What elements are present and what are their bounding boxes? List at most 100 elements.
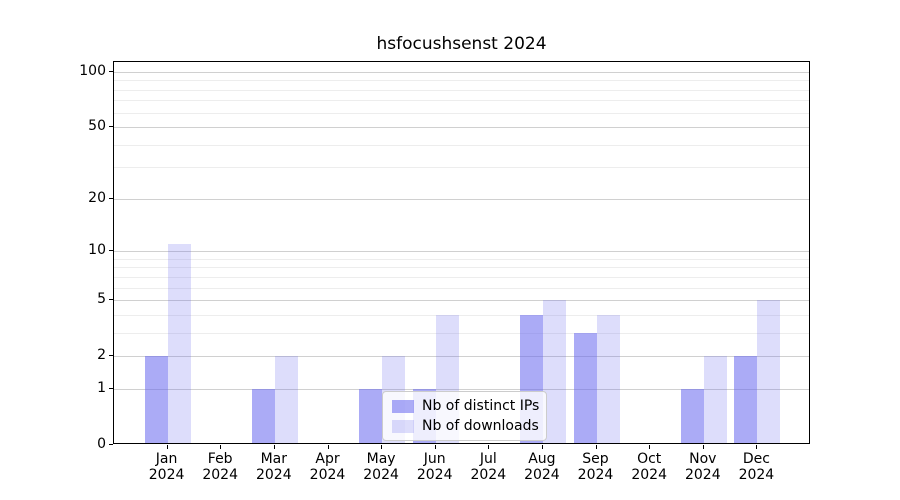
gridline-major — [114, 198, 809, 200]
y-axis-tick-mark — [109, 70, 113, 72]
gridline-minor — [114, 89, 809, 91]
x-axis-tick-month: Sep — [582, 451, 609, 467]
y-axis-tick-label: 100 — [79, 62, 106, 79]
x-axis-tick-year: 2024 — [631, 467, 667, 483]
x-axis-tick-label: Nov 2024 — [658, 451, 748, 483]
x-axis-tick-month: Jun — [423, 451, 446, 467]
legend-item-downloads: Nb of downloads — [392, 418, 539, 434]
x-axis-tick-label: Mar 2024 — [229, 451, 319, 483]
y-axis-tick-label: 1 — [97, 379, 106, 396]
x-axis-tick-year: 2024 — [148, 467, 185, 483]
x-axis-tick-year: 2024 — [684, 467, 721, 483]
gridline-minor — [114, 100, 809, 102]
y-axis-tick-mark — [109, 387, 113, 389]
gridline-major — [114, 71, 809, 73]
y-axis-tick-mark — [109, 197, 113, 199]
bar-distinct-ips-sep — [573, 332, 597, 443]
x-axis-tick-month: Feb — [207, 451, 233, 467]
x-axis-tick-month: Nov — [689, 451, 717, 467]
x-axis-tick-mark — [327, 445, 329, 449]
x-axis-tick-mark — [381, 445, 383, 449]
x-axis-tick-year: 2024 — [416, 467, 453, 483]
x-axis-tick-label: Apr 2024 — [283, 451, 373, 483]
x-axis-tick-label: Oct 2024 — [604, 451, 694, 483]
bar-downloads-jan — [167, 244, 191, 443]
x-axis-tick-mark — [595, 445, 597, 449]
x-axis-tick-mark — [166, 445, 168, 449]
x-axis-tick-year: 2024 — [524, 467, 560, 483]
x-axis-tick-mark — [756, 445, 758, 449]
gridline-major — [114, 300, 809, 302]
x-axis-tick-mark — [273, 445, 275, 449]
legend-swatch-distinct-ips — [392, 399, 414, 413]
x-axis-tick-label: Dec 2024 — [711, 451, 801, 483]
x-axis-tick-month: Mar — [260, 451, 287, 467]
bar-distinct-ips-nov — [680, 388, 704, 443]
gridline-major — [114, 127, 809, 128]
bar-distinct-ips-dec — [734, 356, 758, 443]
x-axis-tick-year: 2024 — [470, 467, 507, 483]
x-axis-tick-month: Jul — [479, 451, 497, 467]
y-axis-tick-mark — [109, 250, 113, 252]
x-axis-tick-mark — [434, 445, 436, 449]
legend-label-downloads: Nb of downloads — [422, 418, 539, 434]
x-axis-tick-month: Aug — [528, 451, 556, 467]
gridline-minor — [114, 144, 809, 146]
y-axis-tick-label: 50 — [88, 118, 106, 134]
y-axis-tick-mark — [109, 126, 113, 127]
x-axis-tick-label: Feb 2024 — [175, 451, 265, 483]
x-axis-tick-label: Jan 2024 — [122, 451, 212, 483]
x-axis-tick-month: May — [366, 451, 396, 467]
gridline-minor — [114, 287, 809, 289]
x-axis-tick-label: Sep 2024 — [551, 451, 641, 483]
y-axis-tick-label: 20 — [88, 189, 106, 206]
bar-downloads-mar — [274, 356, 298, 443]
x-axis-tick-mark — [488, 445, 490, 449]
x-axis-tick-year: 2024 — [577, 467, 614, 483]
gridline-minor — [114, 314, 809, 316]
legend: Nb of distinct IPs Nb of downloads — [382, 391, 547, 441]
bar-downloads-aug — [542, 300, 566, 443]
plot-area — [113, 61, 810, 444]
y-axis-tick-label: 2 — [97, 347, 106, 364]
legend-label-distinct-ips: Nb of distinct IPs — [422, 398, 540, 414]
x-axis-tick-mark — [649, 445, 651, 449]
x-axis-tick-label: Jul 2024 — [443, 451, 533, 483]
legend-item-distinct-ips: Nb of distinct IPs — [392, 398, 540, 414]
y-axis-tick-label: 0 — [97, 436, 106, 452]
chart-title: hsfocushsenst 2024 — [376, 34, 547, 54]
y-axis-tick-label: 5 — [97, 291, 106, 308]
x-axis-tick-year: 2024 — [363, 467, 399, 483]
x-axis-tick-label: May 2024 — [336, 451, 426, 483]
gridline-minor — [114, 80, 809, 82]
x-axis-tick-mark — [220, 445, 222, 449]
gridline-major — [114, 356, 809, 358]
x-axis-tick-year: 2024 — [309, 467, 346, 483]
y-axis-tick-mark — [109, 444, 113, 445]
legend-swatch-downloads — [392, 419, 414, 433]
gridline-minor — [114, 258, 809, 260]
x-axis-tick-label: Jun 2024 — [390, 451, 480, 483]
bar-distinct-ips-jan — [144, 356, 168, 443]
gridline-major — [114, 388, 809, 390]
bar-distinct-ips-may — [359, 388, 383, 443]
gridline-major — [114, 251, 809, 253]
x-axis-tick-month: Oct — [637, 451, 662, 467]
bar-downloads-dec — [757, 300, 781, 443]
bar-downloads-nov — [703, 356, 727, 443]
gridline-minor — [114, 112, 809, 114]
x-axis-tick-year: 2024 — [202, 467, 238, 483]
bar-downloads-sep — [596, 314, 620, 443]
x-axis-tick-month: Jan — [155, 451, 178, 467]
x-axis-tick-mark — [702, 445, 704, 449]
bar-distinct-ips-mar — [251, 388, 275, 443]
x-axis-tick-mark — [541, 445, 543, 449]
y-axis-tick-label: 10 — [88, 242, 106, 259]
y-axis-tick-mark — [109, 299, 113, 301]
gridline-minor — [114, 167, 809, 169]
gridline-minor — [114, 276, 809, 278]
x-axis-tick-month: Dec — [742, 451, 770, 467]
gridline-minor — [114, 332, 809, 334]
x-axis-tick-year: 2024 — [255, 467, 292, 483]
